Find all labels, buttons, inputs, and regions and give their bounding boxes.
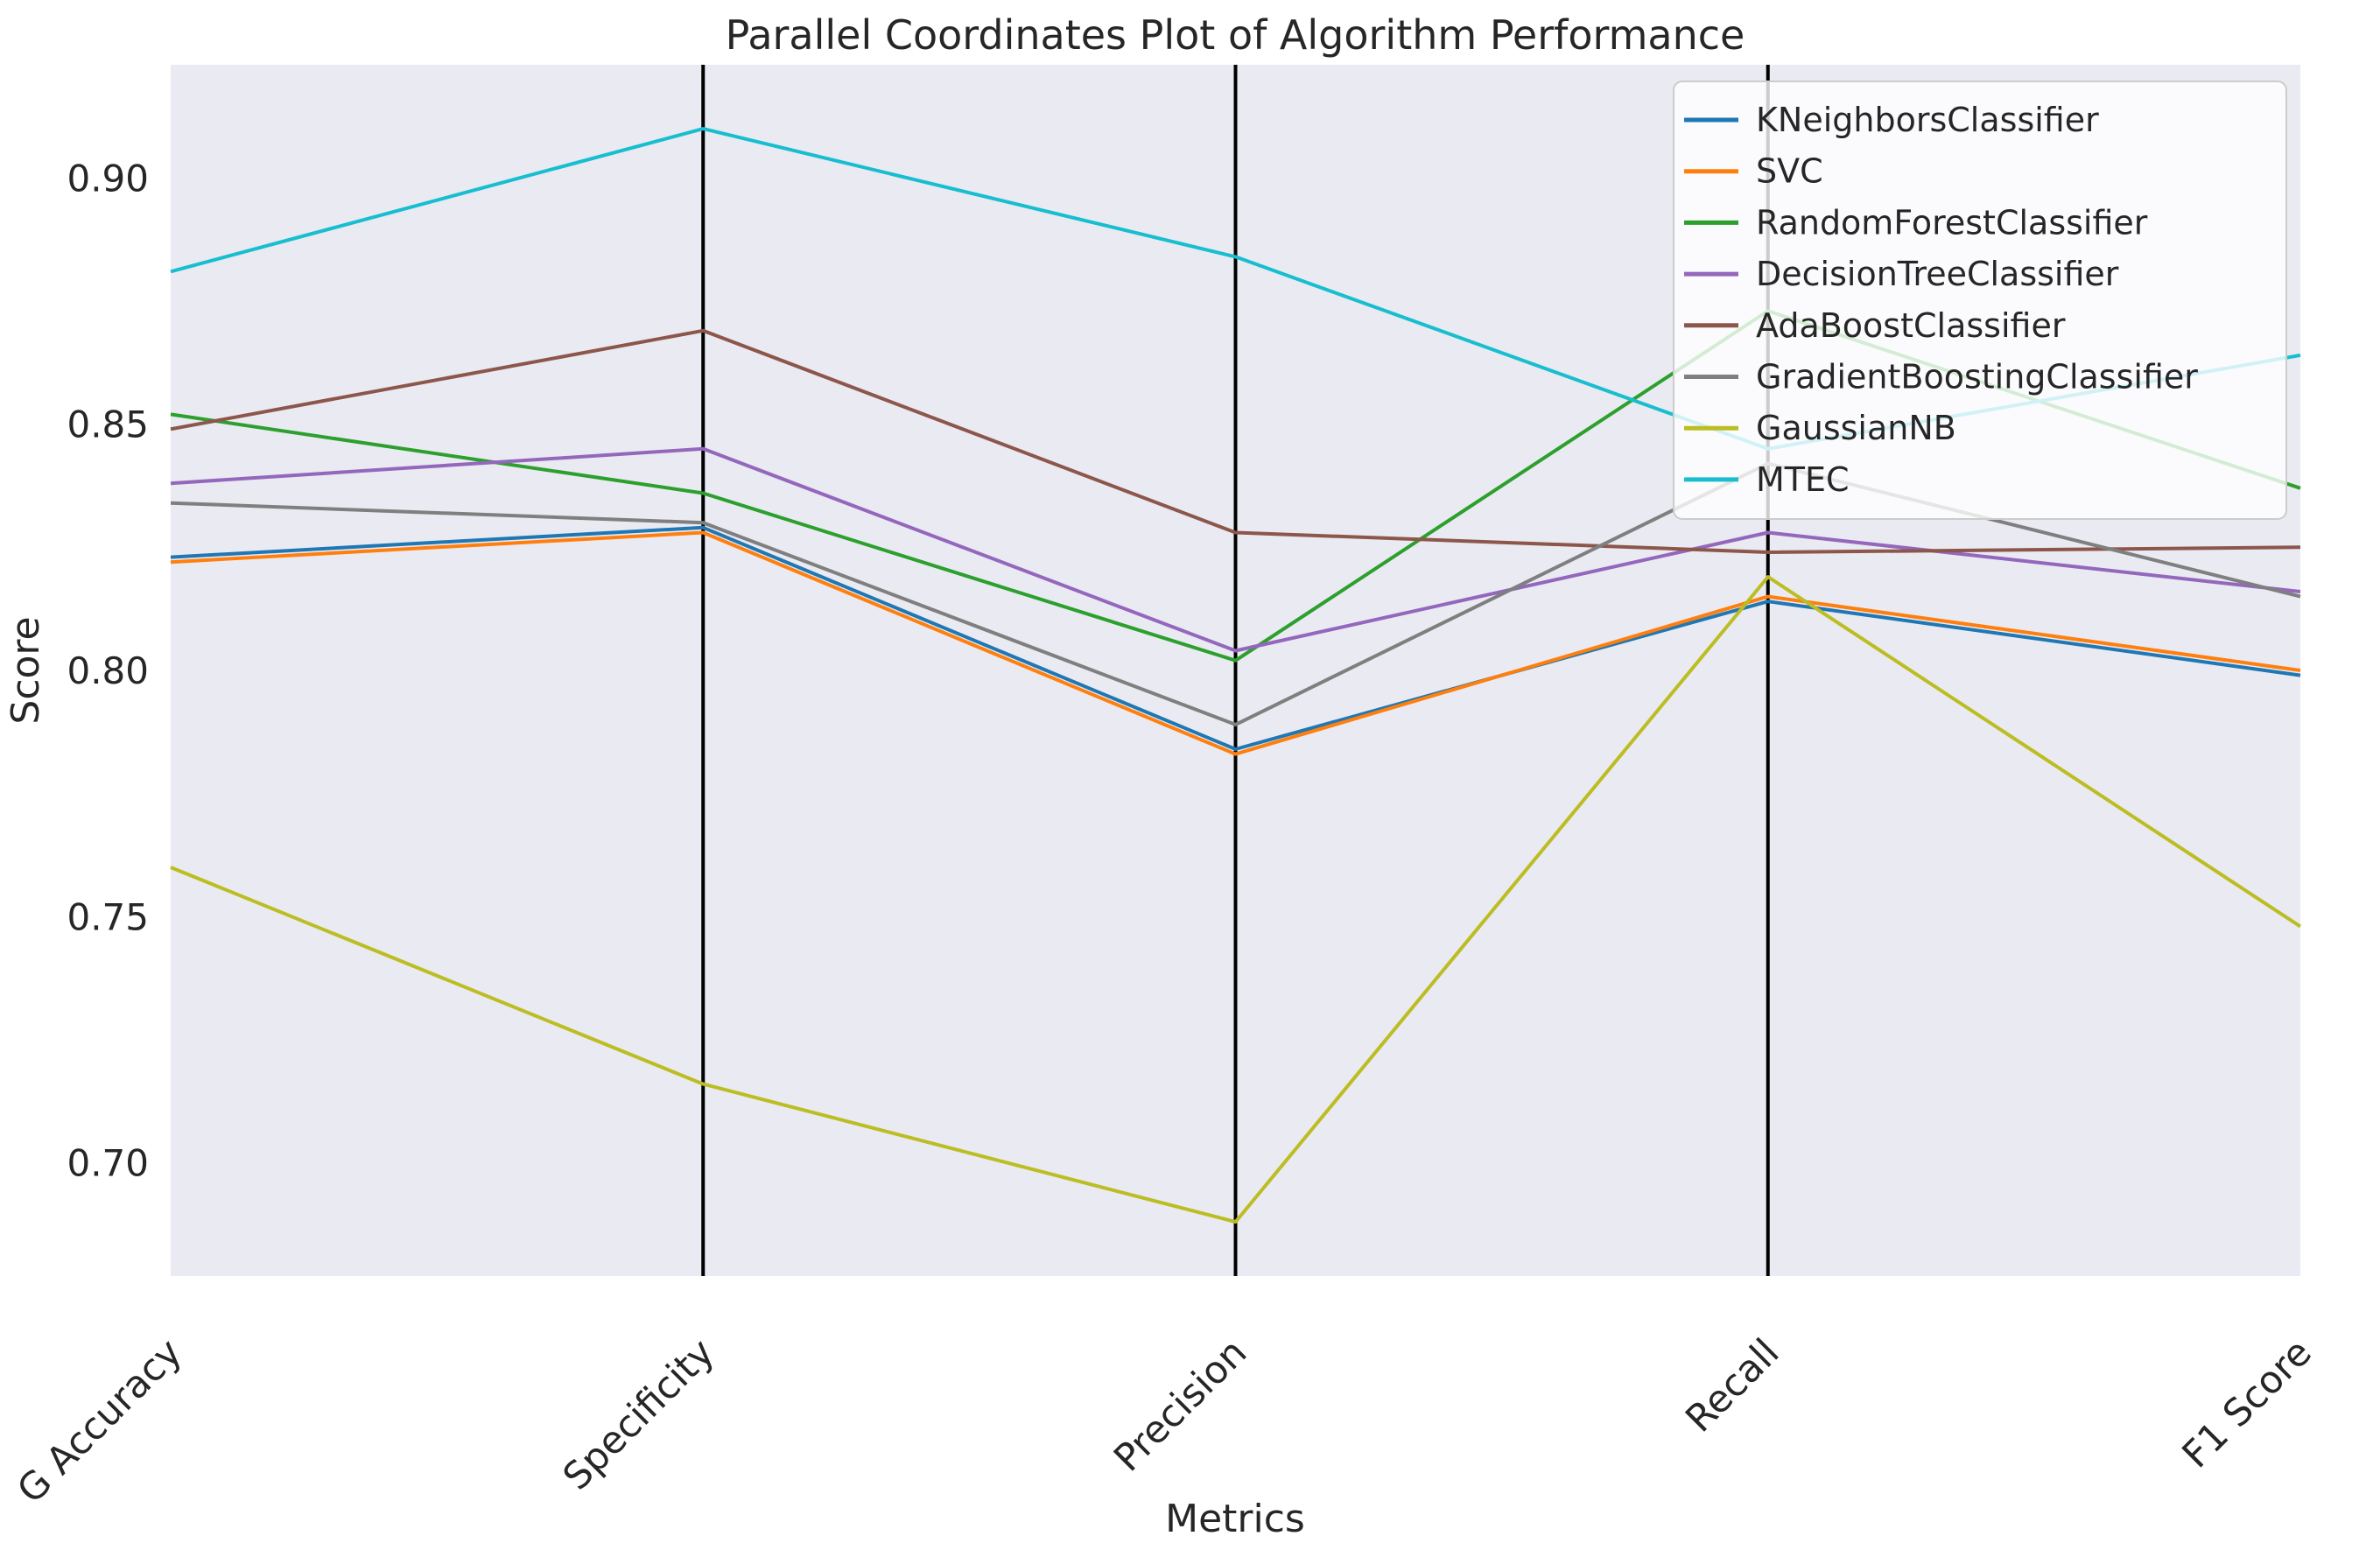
- y-tick-label: 0.90: [67, 157, 149, 200]
- x-tick-label-recall: Recall: [1677, 1330, 1787, 1441]
- legend: KNeighborsClassifier SVC RandomForestClass…: [1673, 81, 2287, 520]
- legend-label-DecisionTreeClassifier: DecisionTreeClassifier: [1756, 255, 2119, 293]
- series-line-SVC: [170, 530, 2301, 756]
- y-tick-labels: 0.70 0.75 0.80 0.85 0.90: [67, 157, 149, 1184]
- legend-label-KNeighborsClassifier: KNeighborsClassifier: [1756, 101, 2099, 139]
- x-tick-label-g-accuracy: G Accuracy: [9, 1330, 190, 1511]
- legend-label-GradientBoostingClassifier: GradientBoostingClassifier: [1756, 358, 2198, 396]
- series-line-GaussianNB: [170, 575, 2302, 1224]
- x-tick-label-specificity: Specificity: [555, 1330, 723, 1498]
- legend-label-MTEC: MTEC: [1756, 460, 1850, 499]
- legend-label-RandomForestClassifier: RandomForestClassifier: [1756, 203, 2148, 242]
- y-axis-label: Score: [4, 616, 48, 724]
- x-axis-label: Metrics: [1165, 1497, 1305, 1541]
- series-line-AdaBoostClassifier: [170, 328, 2301, 554]
- x-tick-labels: G Accuracy Specificity Precision Recall F1 S…: [9, 1330, 2320, 1511]
- y-tick-label: 0.85: [67, 403, 149, 446]
- legend-label-GaussianNB: GaussianNB: [1756, 409, 1956, 447]
- y-tick-label: 0.80: [67, 649, 149, 692]
- y-tick-label: 0.75: [67, 895, 149, 938]
- chart-title: Parallel Coordinates Plot of Algorithm P…: [726, 11, 1745, 59]
- legend-label-AdaBoostClassifier: AdaBoostClassifier: [1756, 306, 2066, 345]
- series-line-KNeighborsClassifier: [170, 525, 2301, 751]
- y-tick-label: 0.70: [67, 1142, 149, 1185]
- legend-box: [1673, 81, 2287, 520]
- legend-label-SVC: SVC: [1756, 152, 1823, 191]
- x-tick-label-f1-score: F1 Score: [2174, 1330, 2320, 1476]
- x-tick-label-precision: Precision: [1106, 1330, 1255, 1480]
